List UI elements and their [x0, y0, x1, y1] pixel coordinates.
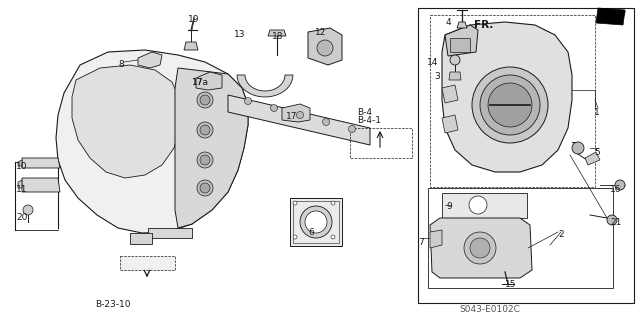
- Polygon shape: [138, 52, 162, 68]
- Polygon shape: [442, 85, 458, 103]
- Text: 7: 7: [418, 238, 424, 247]
- Polygon shape: [184, 42, 198, 50]
- Circle shape: [331, 235, 335, 239]
- Polygon shape: [228, 95, 370, 145]
- Text: 11: 11: [16, 185, 28, 194]
- Text: 1: 1: [594, 108, 600, 117]
- Text: 4: 4: [446, 18, 452, 27]
- Bar: [418, 8, 634, 303]
- Text: 17a: 17a: [192, 78, 209, 87]
- Circle shape: [300, 206, 332, 238]
- Circle shape: [200, 155, 210, 165]
- Circle shape: [296, 112, 303, 118]
- Bar: [450, 38, 470, 52]
- Polygon shape: [237, 75, 293, 97]
- Text: 3: 3: [434, 72, 440, 81]
- Circle shape: [572, 142, 584, 154]
- Polygon shape: [148, 228, 192, 238]
- Circle shape: [293, 201, 297, 205]
- Circle shape: [464, 232, 496, 264]
- Text: B-4: B-4: [357, 108, 372, 117]
- Bar: [442, 193, 527, 218]
- Circle shape: [470, 238, 490, 258]
- Text: B-4-1: B-4-1: [357, 116, 381, 125]
- Text: 19: 19: [188, 15, 200, 24]
- Polygon shape: [308, 28, 342, 65]
- Polygon shape: [430, 230, 442, 248]
- Text: 14: 14: [427, 58, 438, 67]
- Circle shape: [488, 83, 532, 127]
- Circle shape: [305, 211, 327, 233]
- Bar: [293, 201, 339, 243]
- Circle shape: [615, 180, 625, 190]
- Polygon shape: [18, 160, 22, 166]
- Polygon shape: [445, 25, 478, 56]
- Polygon shape: [22, 178, 60, 192]
- Circle shape: [200, 125, 210, 135]
- Text: 16: 16: [610, 185, 621, 194]
- Circle shape: [480, 75, 540, 135]
- Polygon shape: [596, 8, 625, 25]
- Circle shape: [472, 67, 548, 143]
- Circle shape: [469, 196, 487, 214]
- Circle shape: [197, 92, 213, 108]
- Polygon shape: [268, 30, 286, 36]
- Polygon shape: [457, 22, 467, 28]
- Circle shape: [200, 183, 210, 193]
- Circle shape: [349, 125, 355, 132]
- Bar: [290, 198, 342, 246]
- Bar: [430, 15, 595, 187]
- Text: 10: 10: [16, 162, 28, 171]
- Text: 18: 18: [272, 32, 284, 41]
- Polygon shape: [72, 65, 180, 178]
- Circle shape: [607, 215, 617, 225]
- Polygon shape: [282, 104, 310, 122]
- Polygon shape: [56, 50, 248, 233]
- Circle shape: [293, 235, 297, 239]
- Polygon shape: [430, 218, 532, 278]
- Text: 15: 15: [505, 280, 516, 289]
- Text: 12: 12: [315, 28, 326, 37]
- Polygon shape: [449, 72, 461, 80]
- Text: B-23-10: B-23-10: [95, 300, 131, 309]
- Text: 6: 6: [308, 228, 314, 237]
- Circle shape: [323, 118, 330, 125]
- Bar: [428, 188, 613, 288]
- Circle shape: [244, 98, 252, 105]
- Text: S043-E0102C: S043-E0102C: [460, 305, 520, 314]
- Text: 20: 20: [16, 213, 28, 222]
- Circle shape: [317, 40, 333, 56]
- Text: 13: 13: [234, 30, 246, 39]
- Circle shape: [197, 152, 213, 168]
- Text: 8: 8: [118, 60, 124, 69]
- Polygon shape: [585, 152, 600, 165]
- Text: FR.: FR.: [474, 20, 493, 30]
- Bar: [350, 128, 412, 158]
- Polygon shape: [22, 158, 60, 168]
- Text: 17: 17: [286, 112, 298, 121]
- Circle shape: [23, 205, 33, 215]
- Bar: [120, 256, 175, 270]
- Polygon shape: [442, 22, 572, 172]
- Circle shape: [450, 55, 460, 65]
- Circle shape: [331, 201, 335, 205]
- Polygon shape: [442, 115, 458, 133]
- Text: 9: 9: [446, 202, 452, 211]
- Circle shape: [197, 122, 213, 138]
- Text: 5: 5: [594, 148, 600, 157]
- Circle shape: [197, 180, 213, 196]
- Text: 21: 21: [610, 218, 621, 227]
- Circle shape: [200, 95, 210, 105]
- Text: 17: 17: [192, 78, 204, 87]
- Polygon shape: [18, 180, 22, 188]
- Polygon shape: [196, 72, 222, 90]
- Circle shape: [271, 105, 278, 112]
- Polygon shape: [175, 68, 248, 228]
- Text: 2: 2: [558, 230, 564, 239]
- Polygon shape: [130, 233, 152, 244]
